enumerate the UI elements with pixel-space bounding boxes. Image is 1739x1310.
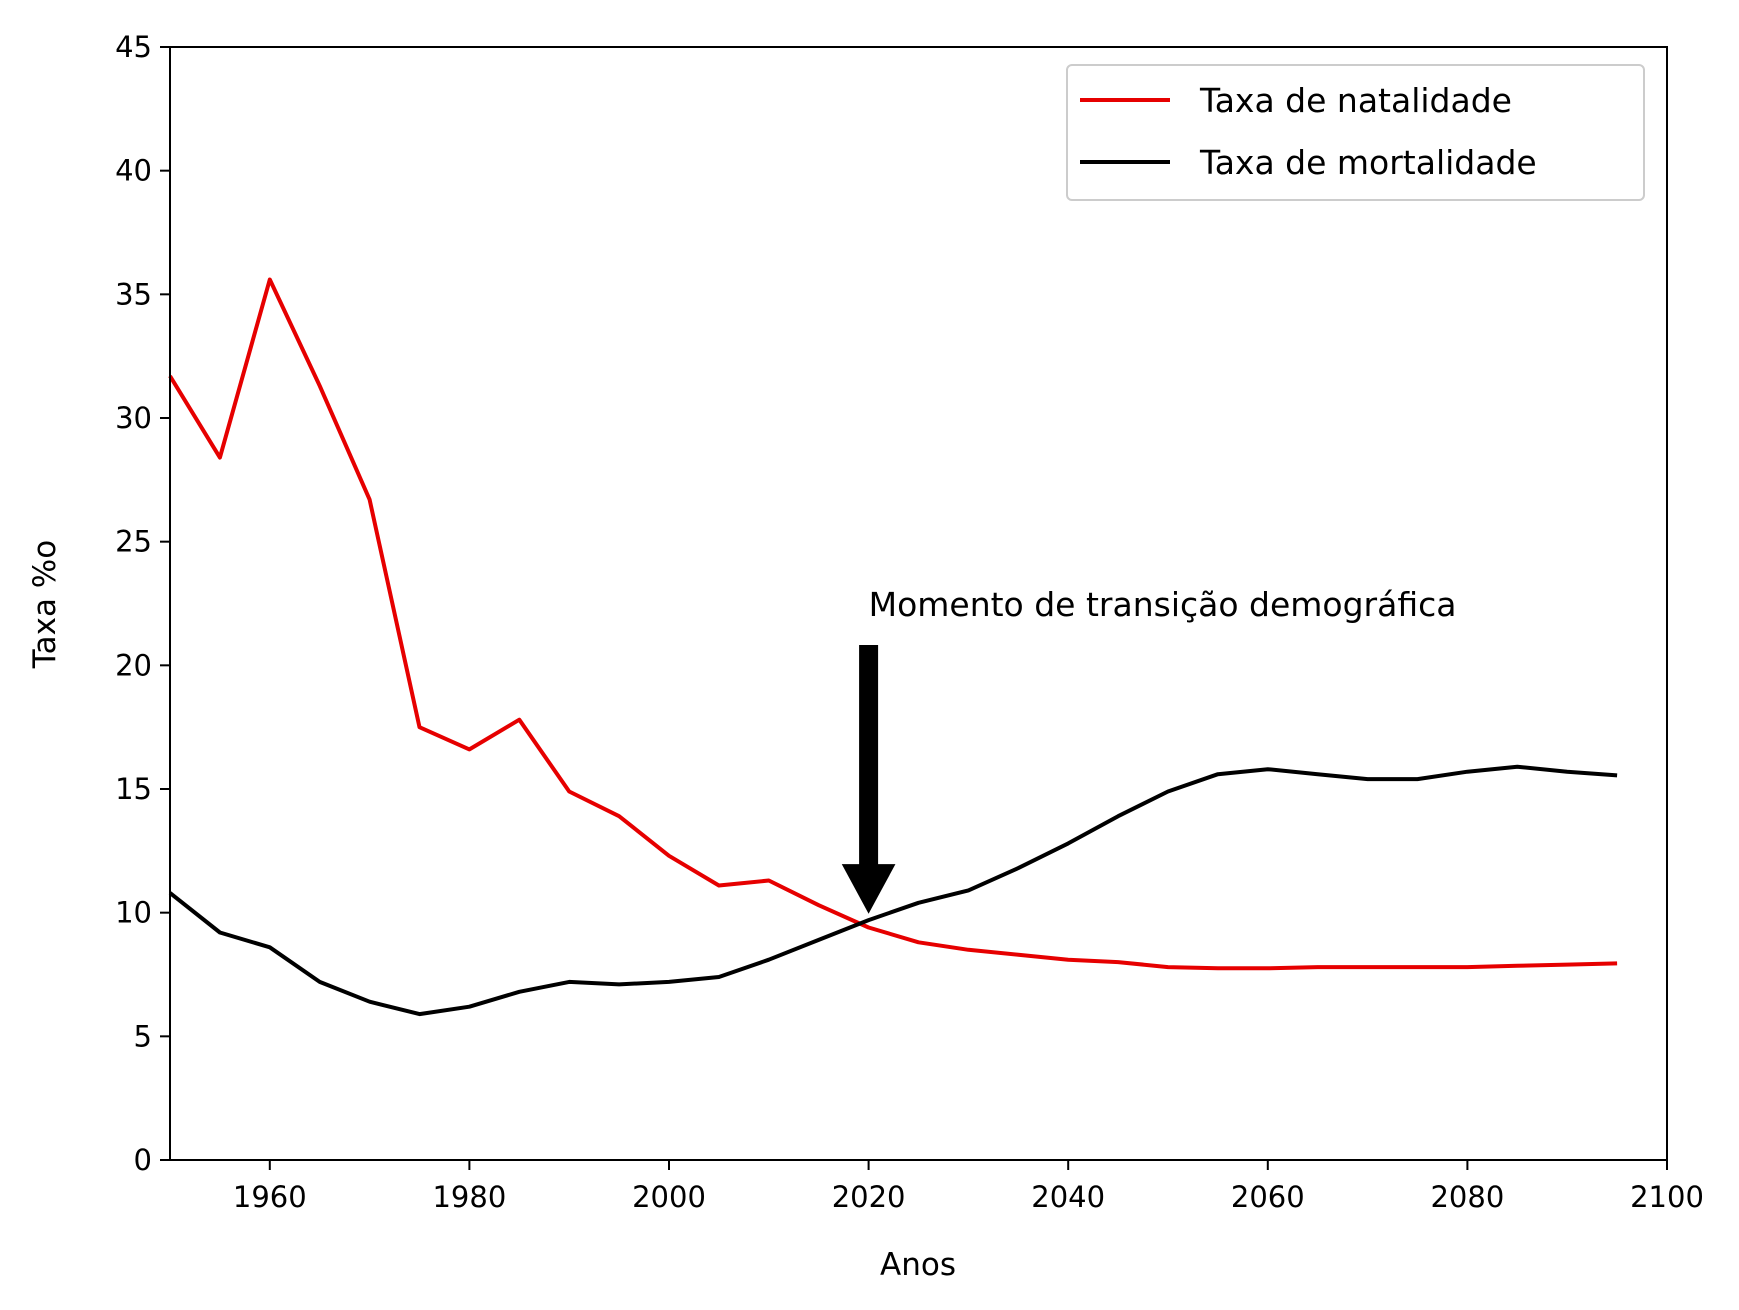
x-tick-label-2000: 2000	[632, 1180, 706, 1214]
annotation-text: Momento de transição demográfica	[869, 585, 1457, 624]
series-layer	[168, 277, 1618, 1017]
x-tick-label-2100: 2100	[1630, 1180, 1704, 1214]
y-tick-label-5: 5	[134, 1019, 152, 1053]
legend-box	[1066, 64, 1645, 201]
series-line-mortalidade	[168, 764, 1618, 1017]
series-line-natalidade	[168, 277, 1618, 971]
legend: Taxa de natalidade Taxa de mortalidade	[1066, 64, 1645, 201]
y-axis-label: Taxa %o	[27, 540, 63, 669]
y-tick-label-15: 15	[115, 772, 152, 806]
y-tick-label-10: 10	[115, 896, 152, 930]
y-tick-label-20: 20	[115, 648, 152, 682]
y-tick-label-0: 0	[134, 1143, 152, 1177]
x-tick-label-2020: 2020	[832, 1180, 906, 1214]
y-tick-label-30: 30	[115, 401, 152, 435]
x-tick-label-2040: 2040	[1031, 1180, 1105, 1214]
y-tick-label-35: 35	[115, 277, 152, 311]
y-tick-label-45: 45	[115, 30, 152, 64]
legend-label-natalidade: Taxa de natalidade	[1199, 81, 1512, 120]
plot-frame	[169, 46, 1668, 1161]
legend-label-mortalidade: Taxa de mortalidade	[1199, 143, 1537, 182]
annotation-arrow	[841, 645, 896, 914]
x-tick-label-2060: 2060	[1231, 1180, 1305, 1214]
x-axis: 1960 1980 2000 2020 2040 2060 2080 2100	[233, 1160, 1704, 1214]
annotation: Momento de transição demográfica	[841, 585, 1457, 914]
x-tick-label-1960: 1960	[233, 1180, 307, 1214]
y-axis: 0 5 10 15 20 25 30 35 40 45	[115, 30, 170, 1177]
y-tick-label-25: 25	[115, 525, 152, 559]
y-tick-label-40: 40	[115, 154, 152, 188]
x-axis-label: Anos	[880, 1247, 956, 1283]
x-tick-label-1980: 1980	[432, 1180, 506, 1214]
x-tick-label-2080: 2080	[1430, 1180, 1504, 1214]
